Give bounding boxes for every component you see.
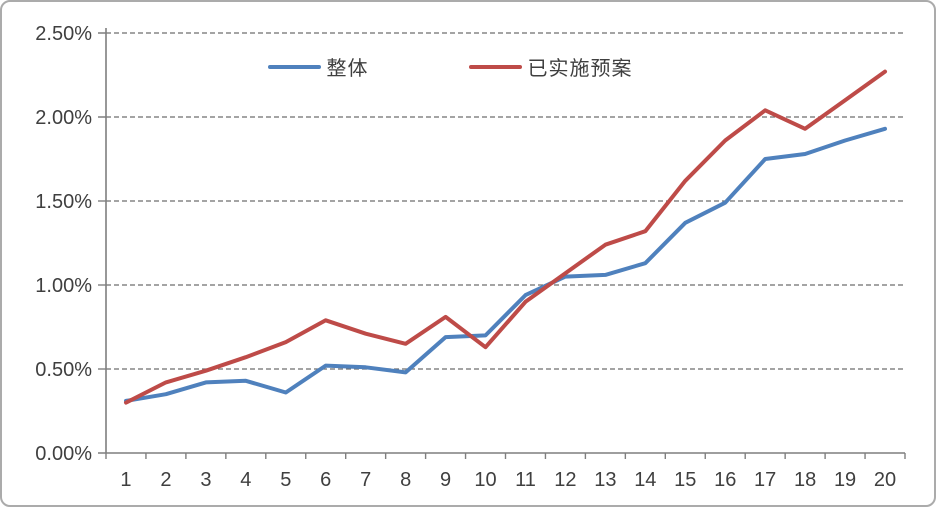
x-axis-label: 20 <box>874 469 896 491</box>
x-axis-label: 12 <box>554 469 576 491</box>
x-axis-label: 18 <box>794 469 816 491</box>
series-line-overall <box>124 126 887 403</box>
x-axis-label: 7 <box>360 469 371 491</box>
x-axis-label: 17 <box>754 469 776 491</box>
x-axis-label: 8 <box>400 469 411 491</box>
y-axis-label: 1.00% <box>35 275 92 297</box>
x-axis-label: 11 <box>515 469 536 491</box>
x-axis-label: 15 <box>674 469 696 491</box>
x-axis-label: 16 <box>714 469 736 491</box>
y-axis-label: 2.00% <box>35 107 92 129</box>
x-axis-label: 3 <box>200 469 211 491</box>
y-axis-label: 0.50% <box>35 359 92 381</box>
series-line-implemented-plan <box>124 69 887 405</box>
x-axis-label: 10 <box>474 469 496 491</box>
x-axis-label: 5 <box>280 469 291 491</box>
x-axis-label: 1 <box>120 469 131 491</box>
y-axis-label: 0.00% <box>35 443 92 465</box>
x-axis-label: 13 <box>594 469 616 491</box>
x-axis-label: 4 <box>240 469 251 491</box>
x-axis-label: 14 <box>634 469 656 491</box>
x-axis-label: 19 <box>834 469 856 491</box>
y-axis-label: 2.50% <box>35 23 92 45</box>
y-axis-label: 1.50% <box>35 191 92 213</box>
x-axis-label: 6 <box>320 469 331 491</box>
x-axis-label: 2 <box>160 469 171 491</box>
x-axis-label: 9 <box>440 469 451 491</box>
